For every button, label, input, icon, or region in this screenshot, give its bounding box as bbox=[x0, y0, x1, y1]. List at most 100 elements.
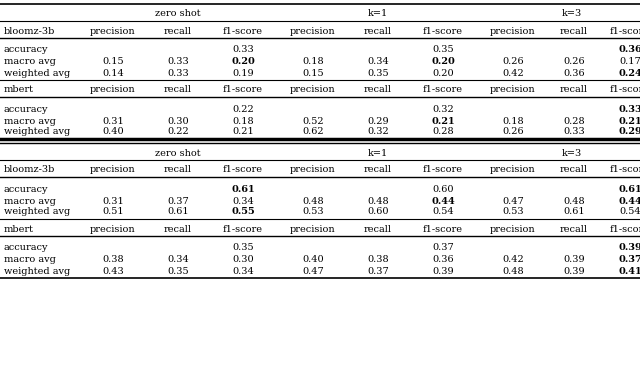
Text: 0.22: 0.22 bbox=[167, 127, 189, 136]
Text: f1-score: f1-score bbox=[423, 225, 463, 234]
Text: 0.24: 0.24 bbox=[618, 68, 640, 77]
Text: recall: recall bbox=[164, 225, 192, 234]
Text: 0.32: 0.32 bbox=[367, 127, 389, 136]
Text: 0.21: 0.21 bbox=[618, 116, 640, 125]
Text: 0.15: 0.15 bbox=[302, 68, 324, 77]
Text: 0.26: 0.26 bbox=[563, 57, 585, 67]
Text: 0.60: 0.60 bbox=[432, 184, 454, 194]
Text: f1-score: f1-score bbox=[610, 225, 640, 234]
Text: 0.22: 0.22 bbox=[232, 104, 254, 113]
Text: 0.53: 0.53 bbox=[502, 208, 524, 217]
Text: k=3: k=3 bbox=[561, 9, 582, 19]
Text: 0.28: 0.28 bbox=[563, 116, 585, 125]
Text: zero shot: zero shot bbox=[155, 149, 201, 158]
Text: 0.61: 0.61 bbox=[563, 208, 585, 217]
Text: 0.33: 0.33 bbox=[167, 68, 189, 77]
Text: 0.52: 0.52 bbox=[302, 116, 324, 125]
Text: recall: recall bbox=[364, 85, 392, 94]
Text: weighted avg: weighted avg bbox=[4, 68, 70, 77]
Text: f1-score: f1-score bbox=[223, 26, 263, 36]
Text: precision: precision bbox=[290, 26, 336, 36]
Text: recall: recall bbox=[364, 225, 392, 234]
Text: 0.62: 0.62 bbox=[302, 127, 324, 136]
Text: 0.34: 0.34 bbox=[367, 57, 389, 67]
Text: macro avg: macro avg bbox=[4, 197, 56, 206]
Text: 0.47: 0.47 bbox=[302, 266, 324, 276]
Text: accuracy: accuracy bbox=[4, 45, 49, 54]
Text: 0.34: 0.34 bbox=[232, 197, 254, 206]
Text: 0.18: 0.18 bbox=[232, 116, 254, 125]
Text: zero shot: zero shot bbox=[155, 9, 201, 19]
Text: f1-score: f1-score bbox=[423, 85, 463, 94]
Text: 0.29: 0.29 bbox=[618, 127, 640, 136]
Text: 0.26: 0.26 bbox=[502, 57, 524, 67]
Text: 0.44: 0.44 bbox=[431, 197, 455, 206]
Text: 0.15: 0.15 bbox=[102, 57, 124, 67]
Text: 0.31: 0.31 bbox=[102, 116, 124, 125]
Text: 0.40: 0.40 bbox=[302, 256, 324, 265]
Text: 0.30: 0.30 bbox=[232, 256, 254, 265]
Text: 0.44: 0.44 bbox=[618, 197, 640, 206]
Text: 0.30: 0.30 bbox=[167, 116, 189, 125]
Text: f1-score: f1-score bbox=[223, 225, 263, 234]
Text: precision: precision bbox=[90, 85, 136, 94]
Text: 0.48: 0.48 bbox=[367, 197, 389, 206]
Text: recall: recall bbox=[560, 26, 588, 36]
Text: precision: precision bbox=[290, 85, 336, 94]
Text: 0.14: 0.14 bbox=[102, 68, 124, 77]
Text: macro avg: macro avg bbox=[4, 57, 56, 67]
Text: 0.39: 0.39 bbox=[563, 256, 585, 265]
Text: f1-score: f1-score bbox=[610, 166, 640, 175]
Text: precision: precision bbox=[90, 26, 136, 36]
Text: precision: precision bbox=[290, 225, 336, 234]
Text: 0.48: 0.48 bbox=[302, 197, 324, 206]
Text: 0.31: 0.31 bbox=[102, 197, 124, 206]
Text: 0.36: 0.36 bbox=[563, 68, 585, 77]
Text: precision: precision bbox=[290, 166, 336, 175]
Text: accuracy: accuracy bbox=[4, 104, 49, 113]
Text: 0.37: 0.37 bbox=[432, 243, 454, 253]
Text: 0.38: 0.38 bbox=[367, 256, 389, 265]
Text: mbert: mbert bbox=[4, 85, 34, 94]
Text: 0.33: 0.33 bbox=[563, 127, 585, 136]
Text: bloomz-3b: bloomz-3b bbox=[4, 26, 56, 36]
Text: 0.53: 0.53 bbox=[302, 208, 324, 217]
Text: precision: precision bbox=[90, 225, 136, 234]
Text: recall: recall bbox=[560, 225, 588, 234]
Text: recall: recall bbox=[560, 85, 588, 94]
Text: recall: recall bbox=[164, 166, 192, 175]
Text: f1-score: f1-score bbox=[223, 166, 263, 175]
Text: 0.21: 0.21 bbox=[232, 127, 254, 136]
Text: 0.28: 0.28 bbox=[432, 127, 454, 136]
Text: f1-score: f1-score bbox=[423, 166, 463, 175]
Text: 0.35: 0.35 bbox=[232, 243, 254, 253]
Text: 0.40: 0.40 bbox=[102, 127, 124, 136]
Text: 0.34: 0.34 bbox=[232, 266, 254, 276]
Text: 0.37: 0.37 bbox=[618, 256, 640, 265]
Text: f1-score: f1-score bbox=[610, 26, 640, 36]
Text: 0.61: 0.61 bbox=[167, 208, 189, 217]
Text: 0.37: 0.37 bbox=[367, 266, 389, 276]
Text: k=3: k=3 bbox=[561, 149, 582, 158]
Text: 0.33: 0.33 bbox=[232, 45, 254, 54]
Text: weighted avg: weighted avg bbox=[4, 127, 70, 136]
Text: recall: recall bbox=[364, 26, 392, 36]
Text: 0.48: 0.48 bbox=[563, 197, 585, 206]
Text: 0.39: 0.39 bbox=[563, 266, 585, 276]
Text: 0.20: 0.20 bbox=[431, 57, 455, 67]
Text: 0.48: 0.48 bbox=[502, 266, 524, 276]
Text: precision: precision bbox=[490, 225, 536, 234]
Text: 0.36: 0.36 bbox=[432, 256, 454, 265]
Text: 0.43: 0.43 bbox=[102, 266, 124, 276]
Text: 0.38: 0.38 bbox=[102, 256, 124, 265]
Text: 0.42: 0.42 bbox=[502, 68, 524, 77]
Text: 0.19: 0.19 bbox=[232, 68, 254, 77]
Text: 0.26: 0.26 bbox=[502, 127, 524, 136]
Text: 0.29: 0.29 bbox=[367, 116, 389, 125]
Text: bloomz-3b: bloomz-3b bbox=[4, 166, 56, 175]
Text: 0.35: 0.35 bbox=[367, 68, 389, 77]
Text: precision: precision bbox=[490, 166, 536, 175]
Text: f1-score: f1-score bbox=[423, 26, 463, 36]
Text: 0.41: 0.41 bbox=[618, 266, 640, 276]
Text: 0.33: 0.33 bbox=[167, 57, 189, 67]
